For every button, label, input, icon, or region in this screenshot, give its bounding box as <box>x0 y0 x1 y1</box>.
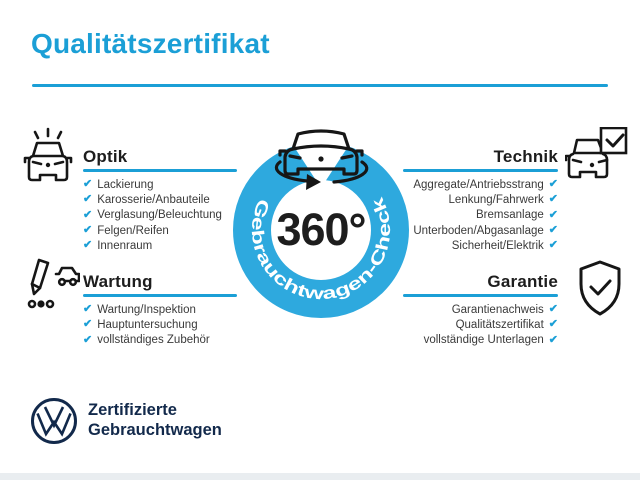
check-icon: ✔ <box>548 224 558 237</box>
page-title: Qualitätszertifikat <box>31 28 270 59</box>
check-icon: ✔ <box>548 178 558 191</box>
checklist-item: ✔ Bremsanlage <box>358 208 558 223</box>
checklist-item: ✔ Aggregate/Antriebsstrang <box>358 177 558 192</box>
360-check-badge: Gebrauchtwagen-Check 360° <box>233 118 409 318</box>
check-icon: ✔ <box>83 239 93 252</box>
car-checkbox-icon <box>565 127 628 179</box>
car-front-shine-icon <box>23 127 73 182</box>
checklist-item-label: Qualitätszertifikat <box>455 318 544 331</box>
bottom-edge-strip <box>0 473 640 480</box>
rotate-arrowhead-icon <box>306 174 321 190</box>
check-icon: ✔ <box>83 333 93 346</box>
brand-claim: Zertifizierte Gebrauchtwagen <box>88 401 222 440</box>
checklist-item-label: Unterboden/Abgasanlage <box>413 224 544 237</box>
checklist-item: ✔ Karosserie/Anbauteile <box>83 192 222 207</box>
section-underline <box>83 294 237 297</box>
checklist-item: ✔ Garantienachweis <box>358 302 558 317</box>
check-icon: ✔ <box>83 193 93 206</box>
check-icon: ✔ <box>548 208 558 221</box>
checklist-item: ✔ Wartung/Inspektion <box>83 302 210 317</box>
checklist-item-label: Karosserie/Anbauteile <box>97 193 210 206</box>
checklist-item: ✔ Sicherheit/Elektrik <box>358 238 558 253</box>
checklist-item: ✔ Lackierung <box>83 177 222 192</box>
checklist-item-label: Garantienachweis <box>451 303 544 316</box>
checklist-technik: ✔ Aggregate/Antriebsstrang ✔ Lenkung/Fahrwe… <box>358 177 558 253</box>
section-title-technik: Technik <box>493 147 558 166</box>
checklist-item: ✔ Felgen/Reifen <box>83 223 222 238</box>
checklist-item-label: Lenkung/Fahrwerk <box>448 193 544 206</box>
checklist-item: ✔ Verglasung/Beleuchtung <box>83 208 222 223</box>
check-icon: ✔ <box>548 193 558 206</box>
check-icon: ✔ <box>548 333 558 346</box>
section-title-wartung: Wartung <box>83 272 153 291</box>
section-underline <box>403 169 558 172</box>
checklist-item: ✔ Lenkung/Fahrwerk <box>358 192 558 207</box>
checklist-item: ✔ Innenraum <box>83 238 222 253</box>
checklist-item-label: vollständiges Zubehör <box>97 334 210 347</box>
checklist-item-label: Aggregate/Antriebsstrang <box>413 178 544 191</box>
checklist-item-label: Felgen/Reifen <box>97 224 169 237</box>
checklist-item-label: Wartung/Inspektion <box>97 303 196 316</box>
checklist-item-label: Verglasung/Beleuchtung <box>97 209 222 222</box>
checklist-item: ✔ vollständige Unterlagen <box>358 333 558 348</box>
checklist-item: ✔ vollständiges Zubehör <box>83 333 210 348</box>
checklist-optik: ✔ Lackierung ✔ Karosserie/Anbauteile ✔ Vergla… <box>83 177 222 253</box>
checklist-item: ✔ Hauptuntersuchung <box>83 317 210 332</box>
checklist-item-label: Bremsanlage <box>476 209 544 222</box>
section-title-garantie: Garantie <box>487 272 558 291</box>
shield-check-icon <box>579 260 621 316</box>
check-icon: ✔ <box>83 303 93 316</box>
badge-degree-label: 360° <box>276 204 365 255</box>
checklist-item: ✔ Qualitätszertifikat <box>358 317 558 332</box>
checklist-garantie: ✔ Garantienachweis ✔ Qualitätszertifikat ✔ vo… <box>358 302 558 348</box>
checklist-item-label: Innenraum <box>97 239 153 252</box>
brand-claim-line1: Zertifizierte <box>88 401 177 419</box>
car-rotate-icon <box>274 129 369 184</box>
checklist-item-label: Sicherheit/Elektrik <box>451 239 544 252</box>
section-underline <box>83 169 237 172</box>
service-checklist-icon <box>27 258 80 309</box>
check-icon: ✔ <box>548 303 558 316</box>
checklist-item: ✔ Unterboden/Abgasanlage <box>358 223 558 238</box>
check-icon: ✔ <box>83 318 93 331</box>
checklist-item-label: vollständige Unterlagen <box>423 334 544 347</box>
section-title-optik: Optik <box>83 147 128 166</box>
section-underline <box>403 294 558 297</box>
check-icon: ✔ <box>548 239 558 252</box>
checklist-wartung: ✔ Wartung/Inspektion ✔ Hauptuntersuchung ✔ vo… <box>83 302 210 348</box>
check-icon: ✔ <box>548 318 558 331</box>
checklist-item-label: Lackierung <box>97 178 154 191</box>
checklist-item-label: Hauptuntersuchung <box>97 318 198 331</box>
check-icon: ✔ <box>83 178 93 191</box>
brand-claim-line2: Gebrauchtwagen <box>88 420 222 439</box>
check-icon: ✔ <box>83 208 93 221</box>
check-icon: ✔ <box>83 224 93 237</box>
vw-logo-icon <box>31 398 77 444</box>
header-divider <box>32 84 608 87</box>
